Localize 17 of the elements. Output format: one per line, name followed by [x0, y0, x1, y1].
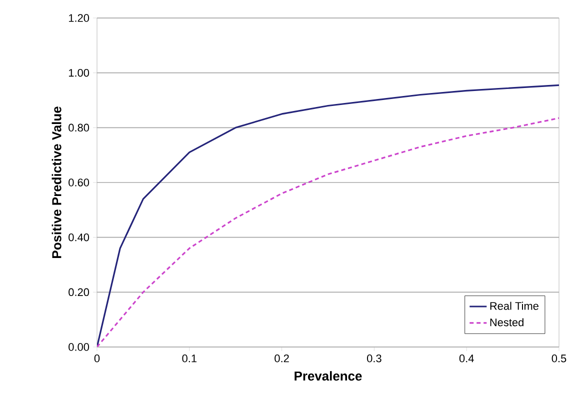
y-axis-title: Positive Predictive Value [52, 106, 62, 258]
x-axis-title: Prevalence [294, 371, 362, 381]
y-tick-label: 0.40 [68, 233, 90, 242]
legend-label: Nested [490, 318, 524, 326]
y-tick-label: 1.20 [68, 14, 90, 22]
y-tick-label: 0.00 [68, 343, 90, 351]
legend-label: Real Time [490, 302, 538, 310]
y-tick-label: 0.20 [68, 288, 90, 296]
x-tick-label: 0 [94, 354, 100, 362]
x-tick-label: 0.3 [367, 354, 382, 362]
y-tick-label: 0.80 [68, 124, 90, 132]
x-tick-label: 0.4 [459, 354, 474, 362]
x-tick-label: 0.5 [552, 354, 566, 362]
y-tick-label: 0.60 [68, 178, 90, 186]
y-tick-label: 1.00 [68, 68, 90, 77]
x-tick-label: 0.2 [274, 354, 289, 362]
x-tick-label: 0.1 [182, 354, 196, 362]
